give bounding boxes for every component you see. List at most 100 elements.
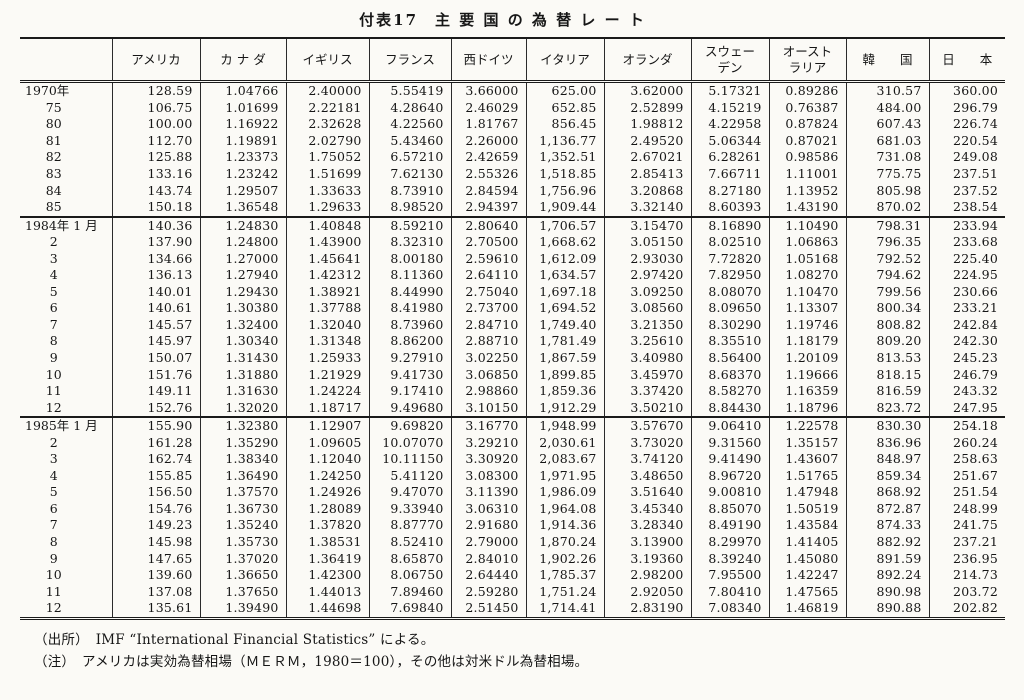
- table-row: 6 140.61 1.30380 1.37788 8.41980 2.73700 1,694…: [20, 300, 1005, 317]
- table-cell: 0.89286: [768, 81, 846, 100]
- table-cell: 8.87770: [368, 517, 451, 535]
- table-cell: 139.60: [111, 567, 200, 584]
- table-cell: 796.35: [845, 234, 929, 251]
- table-cell: 3.40980: [603, 350, 691, 367]
- table-cell: 162.74: [111, 451, 200, 468]
- table-cell: 149.11: [111, 383, 200, 400]
- table-cell: 5.41120: [368, 467, 451, 485]
- table-cell: 848.97: [845, 451, 929, 468]
- table-cell: 1.31430: [199, 350, 286, 367]
- table-cell: 1.37820: [285, 517, 369, 535]
- table-cell: 3.50210: [603, 399, 691, 418]
- table-row: 10 139.60 1.36650 1.42300 8.06750 2.64440 1,78…: [20, 567, 1005, 584]
- table-cell: 2.70500: [450, 234, 526, 251]
- table-cell: 1.42247: [768, 567, 846, 584]
- table-cell: 258.63: [928, 451, 1005, 468]
- table-cell: 8.58270: [690, 383, 769, 400]
- table-cell: 8.00180: [368, 250, 451, 268]
- table-cell: 140.01: [111, 283, 200, 301]
- table-cell: 800.34: [845, 300, 929, 317]
- table-cell: 1.50519: [768, 500, 846, 518]
- table-row: 12 135.61 1.39490 1.44698 7.69840 2.51450 1,71…: [20, 600, 1005, 619]
- table-cell: 1.35240: [199, 517, 286, 535]
- table-cell: 7.69840: [368, 600, 451, 619]
- row-label: 10: [45, 567, 62, 583]
- table-cell: 2.51450: [450, 600, 526, 619]
- table-cell: 1.43900: [285, 234, 369, 251]
- table-cell: 1.81767: [450, 116, 526, 133]
- table-cell: 3.29210: [450, 434, 526, 452]
- table-cell: 3.51640: [603, 484, 691, 501]
- table-cell: 1.36730: [199, 500, 286, 518]
- table-row: 81 112.70 1.19891 2.02790 5.43460 2.26000 1,13…: [20, 132, 1005, 150]
- table-cell: 868.92: [845, 484, 929, 501]
- table-cell: 251.54: [928, 484, 1005, 501]
- table-header: アメリカカ ナ ダイギリス フランス 西ドイツ イタリア オランダ スウェー デン オースト…: [20, 38, 1005, 84]
- table-cell: 1.19746: [768, 316, 846, 334]
- table-cell: 1.32040: [285, 316, 369, 334]
- table-cell: 798.31: [845, 215, 929, 235]
- table-cell: 134.66: [111, 250, 200, 268]
- table-row: 7 149.23 1.35240 1.37820 8.87770 2.91680 1,914…: [20, 517, 1005, 535]
- table-row: 4 155.85 1.36490 1.24250 5.41120 3.08300 1,971…: [20, 467, 1005, 485]
- source-note: （出所） IMF “International Financial Statis…: [34, 631, 435, 648]
- table-cell: 892.24: [845, 567, 929, 584]
- table-cell: 3.73020: [603, 434, 691, 452]
- column-header: オランダ: [603, 38, 691, 84]
- table-cell: 890.98: [845, 583, 929, 601]
- table-cell: 1.22578: [768, 416, 846, 435]
- table-cell: 106.75: [111, 99, 200, 117]
- table-cell: 1.19891: [199, 132, 286, 150]
- table-cell: 870.02: [845, 199, 929, 217]
- table-cell: 128.59: [111, 81, 200, 100]
- table-cell: 836.96: [845, 434, 929, 452]
- table-cell: 1.18717: [285, 399, 369, 418]
- row-label: 3: [49, 250, 58, 266]
- table-cell: 1.10490: [768, 215, 846, 235]
- table-cell: 151.76: [111, 366, 200, 384]
- table-cell: 140.36: [111, 215, 200, 235]
- table-cell: 1,634.57: [525, 267, 604, 284]
- table-cell: 0.87824: [768, 116, 846, 133]
- table-cell: 2.73700: [450, 300, 526, 317]
- table-cell: 9.06410: [690, 416, 769, 435]
- table-row: 8 145.97 1.30340 1.31348 8.86200 2.88710 1,781…: [20, 333, 1005, 350]
- table-cell: 1.31880: [199, 366, 286, 384]
- table-cell: 3.15470: [603, 215, 691, 235]
- table-cell: 1,971.95: [525, 467, 604, 485]
- corner-cell: [20, 38, 112, 84]
- table-row: 1970年 128.59 1.04766 2.40000 5.55419 3.66000 6…: [20, 81, 1005, 100]
- table-cell: 1.32380: [199, 416, 286, 435]
- table-cell: 891.59: [845, 550, 929, 568]
- table-cell: 9.00810: [690, 484, 769, 501]
- table-row: 4 136.13 1.27940 1.42312 8.11360 2.64110 1,634…: [20, 267, 1005, 284]
- table-cell: 10.11150: [368, 451, 451, 468]
- table-cell: 1,518.85: [525, 165, 604, 183]
- table-cell: 1,136.77: [525, 132, 604, 150]
- table-cell: 813.53: [845, 350, 929, 367]
- table-cell: 3.19360: [603, 550, 691, 568]
- row-label: 84: [45, 182, 62, 198]
- column-header: イギリス: [285, 38, 369, 84]
- table-cell: 3.02250: [450, 350, 526, 367]
- row-label: 8: [49, 534, 58, 550]
- table-cell: 145.98: [111, 534, 200, 551]
- row-label: 8: [49, 333, 58, 349]
- table-cell: 1.12040: [285, 451, 369, 468]
- column-header: カ ナ ダ: [199, 38, 286, 84]
- table-cell: 1.40848: [285, 215, 369, 235]
- table-cell: 9.69820: [368, 416, 451, 435]
- table-cell: 6.57210: [368, 149, 451, 166]
- table-body: 1970年 128.59 1.04766 2.40000 5.55419 3.66000 6…: [20, 81, 1005, 619]
- table-row: 5 140.01 1.29430 1.38921 8.44990 2.75040 1,697…: [20, 283, 1005, 301]
- column-header: アメリカ: [111, 38, 200, 84]
- table-cell: 1.05168: [768, 250, 846, 268]
- table-cell: 1.35730: [199, 534, 286, 551]
- table-cell: 2.97420: [603, 267, 691, 284]
- table-cell: 233.68: [928, 234, 1005, 251]
- table-cell: 8.35510: [690, 333, 769, 350]
- table-cell: 3.28340: [603, 517, 691, 535]
- table-row: 75 106.75 1.01699 2.22181 4.28640 2.46029 652.…: [20, 99, 1005, 117]
- table-cell: 1.35290: [199, 434, 286, 452]
- table-cell: 2.55326: [450, 165, 526, 183]
